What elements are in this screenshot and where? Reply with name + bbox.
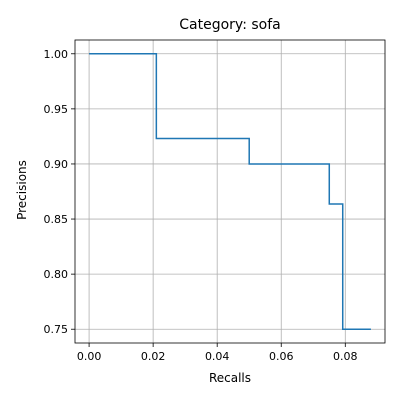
x-tick-label: 0.06 [269,350,294,363]
grid-lines [75,40,385,343]
x-tick-label: 0.02 [141,350,166,363]
plot-frame [74,39,386,344]
x-tick-label: 0.08 [333,350,358,363]
precision-recall-series-line [89,53,371,330]
x-axis-label: Recalls [209,371,251,385]
x-tick-label: 0.00 [77,350,102,363]
y-tick-label: 0.85 [44,213,69,226]
y-tick-label: 0.90 [44,158,69,171]
y-axis-label: Precisions [15,160,29,220]
y-tick-label: 0.80 [44,268,69,281]
y-axis-ticks: 0.75 0.80 0.85 0.90 0.95 1.00 [44,48,75,336]
y-tick-label: 1.00 [44,48,69,61]
x-axis-ticks: 0.00 0.02 0.04 0.06 0.08 [77,343,358,363]
chart-title: Category: sofa [179,17,280,33]
x-tick-label: 0.04 [205,350,230,363]
y-tick-label: 0.95 [44,103,69,116]
series-layer [89,53,371,330]
y-tick-label: 0.75 [44,323,69,336]
